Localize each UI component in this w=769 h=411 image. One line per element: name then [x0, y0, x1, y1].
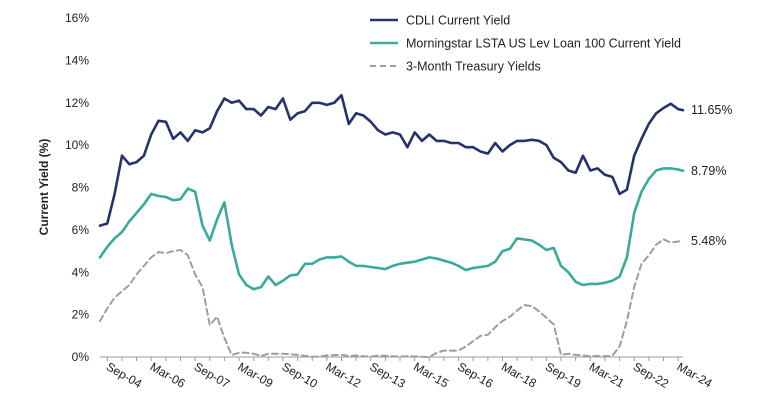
- end-value-label: 5.48%: [691, 234, 726, 248]
- x-tick-label: Mar-12: [323, 359, 363, 390]
- legend-label: 3-Month Treasury Yields: [406, 60, 541, 74]
- x-tick-label: Mar-06: [148, 359, 188, 390]
- x-tick-label: Sep-04: [104, 359, 145, 391]
- x-tick-label: Mar-15: [411, 359, 451, 390]
- y-tick-label: 6%: [72, 223, 90, 237]
- series-line-3-month-treasury-yields: [99, 238, 684, 358]
- y-tick-label: 12%: [65, 96, 89, 110]
- y-tick-label: 2%: [72, 308, 90, 322]
- series-line-cdli-current-yield: [98, 94, 685, 227]
- y-tick-label: 16%: [65, 11, 89, 25]
- x-tick-label: Mar-18: [499, 359, 539, 390]
- series-line-morningstar-lsta-us-lev-loan-100-current-yield: [98, 167, 685, 291]
- end-value-label: 11.65%: [691, 103, 732, 117]
- legend: CDLI Current Yield Morningstar LSTA US Le…: [370, 14, 681, 74]
- x-tick-label: Sep-16: [455, 359, 496, 391]
- x-tick-label: Sep-07: [192, 359, 233, 391]
- y-axis: 0% 2% 4% 6% 8% 10% 12% 14% 16%: [65, 11, 89, 364]
- x-axis: Sep-04 Mar-06 Sep-07 Mar-09 Sep-10 Mar-12 Sep-…: [100, 356, 715, 391]
- y-tick-label: 0%: [72, 350, 90, 364]
- legend-label: CDLI Current Yield: [406, 14, 510, 28]
- end-value-label: 8.79%: [691, 164, 726, 178]
- x-tick-label: Mar-21: [587, 359, 627, 390]
- y-tick-label: 8%: [72, 181, 90, 195]
- end-labels: 11.65% 8.79% 5.48%: [691, 103, 732, 248]
- x-tick-label: Sep-10: [279, 359, 320, 391]
- y-tick-label: 14%: [65, 53, 89, 67]
- y-axis-title: Current Yield (%): [37, 139, 51, 236]
- legend-label: Morningstar LSTA US Lev Loan 100 Current…: [406, 37, 681, 51]
- x-tick-label: Sep-19: [543, 359, 584, 391]
- y-tick-label: 10%: [65, 138, 89, 152]
- x-tick-label: Mar-24: [675, 359, 715, 390]
- x-tick-label: Sep-22: [631, 359, 672, 391]
- y-tick-label: 4%: [72, 265, 90, 279]
- series-layer: [98, 94, 685, 358]
- x-tick-label: Sep-13: [367, 359, 408, 391]
- x-tick-label: Mar-09: [236, 359, 276, 390]
